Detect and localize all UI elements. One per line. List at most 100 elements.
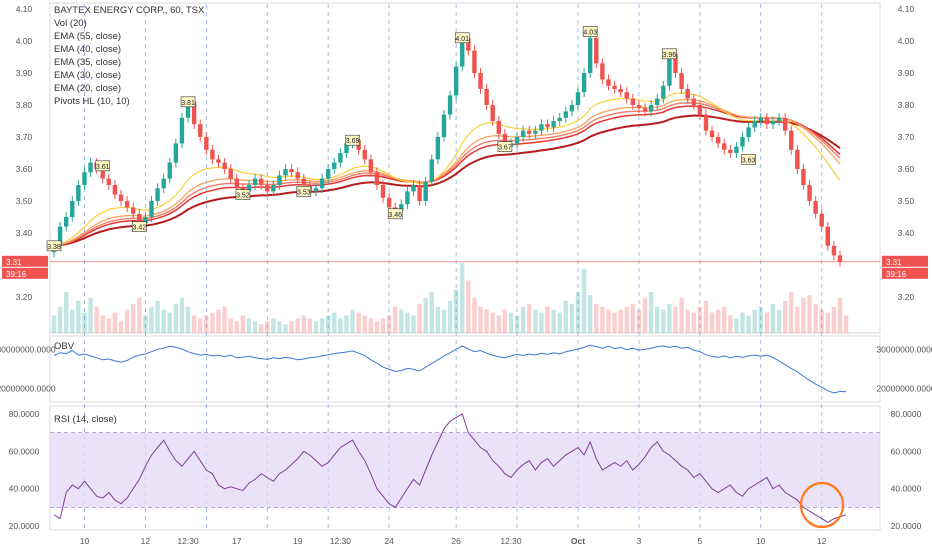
- candle-body[interactable]: [715, 137, 721, 144]
- candle-body[interactable]: [429, 159, 434, 182]
- indicator-ema30[interactable]: EMA (30, close): [54, 70, 122, 81]
- candle-body[interactable]: [277, 175, 282, 185]
- candle-body[interactable]: [411, 185, 416, 192]
- candle-body[interactable]: [143, 217, 148, 224]
- candle-body[interactable]: [271, 185, 276, 192]
- candle-body[interactable]: [502, 133, 508, 147]
- candle-body[interactable]: [679, 73, 684, 89]
- candle-body[interactable]: [258, 178, 264, 185]
- candle-body[interactable]: [137, 213, 142, 224]
- candle-body[interactable]: [636, 105, 642, 109]
- candle-body[interactable]: [301, 178, 307, 185]
- candle-body[interactable]: [746, 127, 751, 137]
- candle-body[interactable]: [539, 124, 544, 131]
- candle-body[interactable]: [368, 159, 374, 173]
- candle-body[interactable]: [752, 121, 757, 128]
- candle-body[interactable]: [453, 66, 459, 96]
- candle-body[interactable]: [697, 105, 703, 115]
- candle-body[interactable]: [673, 53, 678, 73]
- candle-body[interactable]: [57, 226, 63, 246]
- candle-body[interactable]: [581, 73, 587, 93]
- candle-body[interactable]: [740, 137, 745, 147]
- candle-body[interactable]: [819, 213, 824, 227]
- candle-body[interactable]: [234, 178, 239, 189]
- candle-body[interactable]: [362, 149, 367, 160]
- candle-body[interactable]: [198, 124, 203, 137]
- candle-body[interactable]: [313, 188, 319, 192]
- candle-body[interactable]: [106, 178, 112, 185]
- candle-body[interactable]: [82, 172, 87, 185]
- candle-body[interactable]: [569, 105, 575, 112]
- candle-body[interactable]: [618, 89, 623, 93]
- candle-body[interactable]: [667, 53, 672, 86]
- candle-body[interactable]: [124, 201, 130, 208]
- candle-body[interactable]: [490, 105, 495, 121]
- candle-body[interactable]: [624, 92, 629, 99]
- candle-body[interactable]: [642, 108, 648, 112]
- candle-body[interactable]: [655, 98, 660, 105]
- time-axis[interactable]: 10 12 12:30 17 19 12:30 24 26 12:30 Oct 3 5 10 12: [80, 536, 827, 546]
- candle-body[interactable]: [703, 114, 709, 131]
- candle-body[interactable]: [447, 95, 453, 115]
- candle-body[interactable]: [155, 188, 160, 201]
- candle-body[interactable]: [831, 245, 837, 256]
- candle-body[interactable]: [789, 130, 794, 150]
- candle-body[interactable]: [441, 114, 447, 137]
- candle-body[interactable]: [88, 162, 93, 173]
- candle-body[interactable]: [332, 162, 337, 169]
- candle-body[interactable]: [709, 130, 715, 137]
- candle-body[interactable]: [587, 37, 593, 73]
- candle-body[interactable]: [460, 37, 465, 67]
- candle-body[interactable]: [325, 169, 331, 179]
- candle-body[interactable]: [520, 130, 526, 137]
- candle-body[interactable]: [630, 98, 636, 105]
- candle-body[interactable]: [435, 137, 441, 160]
- candle-body[interactable]: [575, 92, 581, 105]
- candles[interactable]: [51, 33, 843, 267]
- indicator-ema55[interactable]: EMA (55, close): [54, 31, 122, 42]
- candle-body[interactable]: [70, 201, 75, 217]
- candle-body[interactable]: [210, 149, 215, 160]
- candle-body[interactable]: [289, 169, 294, 173]
- candle-body[interactable]: [118, 194, 124, 201]
- candle-body[interactable]: [782, 117, 788, 131]
- candle-body[interactable]: [514, 137, 520, 144]
- price-axis[interactable]: 4.10 4.10 4.00 4.00 3.90 3.90 3.80 3.80 3.70 3.70…: [2, 4, 928, 302]
- candle-body[interactable]: [405, 191, 410, 205]
- candle-body[interactable]: [149, 201, 154, 217]
- candle-body[interactable]: [612, 85, 617, 89]
- candle-body[interactable]: [283, 169, 288, 176]
- candle-body[interactable]: [386, 197, 392, 208]
- candle-body[interactable]: [527, 130, 532, 134]
- candle-body[interactable]: [478, 73, 483, 89]
- candle-body[interactable]: [825, 226, 831, 246]
- candle-body[interactable]: [764, 117, 770, 125]
- candle-body[interactable]: [417, 185, 422, 201]
- candle-body[interactable]: [551, 121, 556, 128]
- candle-body[interactable]: [758, 117, 763, 121]
- candle-body[interactable]: [661, 85, 666, 99]
- candle-body[interactable]: [813, 201, 818, 214]
- candle-body[interactable]: [204, 137, 209, 150]
- candle-body[interactable]: [100, 169, 105, 179]
- candle-body[interactable]: [167, 162, 172, 179]
- indicator-ema20[interactable]: EMA (20, close): [54, 83, 122, 94]
- candle-body[interactable]: [837, 255, 843, 262]
- candle-body[interactable]: [691, 98, 696, 105]
- candle-body[interactable]: [131, 207, 136, 214]
- candle-body[interactable]: [63, 217, 69, 227]
- candle-body[interactable]: [179, 117, 185, 144]
- candle-body[interactable]: [600, 63, 605, 80]
- candle-body[interactable]: [344, 143, 349, 153]
- indicator-ema40[interactable]: EMA (40, close): [54, 44, 122, 55]
- candle-body[interactable]: [295, 172, 300, 179]
- candle-body[interactable]: [734, 146, 739, 153]
- candle-body[interactable]: [533, 130, 538, 134]
- candle-body[interactable]: [606, 79, 611, 86]
- candle-body[interactable]: [380, 185, 386, 198]
- candle-body[interactable]: [216, 159, 221, 163]
- candle-body[interactable]: [161, 178, 166, 189]
- candle-body[interactable]: [112, 185, 118, 195]
- candle-body[interactable]: [191, 101, 197, 125]
- candle-body[interactable]: [246, 185, 252, 192]
